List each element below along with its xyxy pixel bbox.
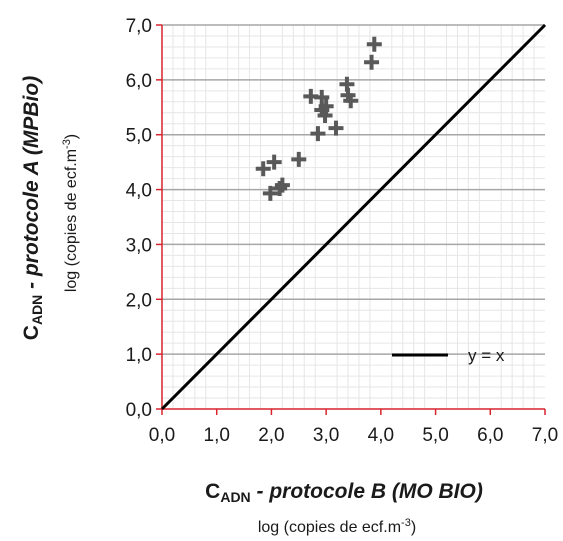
data-point xyxy=(274,177,290,193)
data-point xyxy=(343,93,359,109)
y-tick-label: 1,0 xyxy=(126,345,152,366)
y-axis-title: CADN - protocole A (MPBio) xyxy=(20,76,45,340)
x-tick-label: 0,0 xyxy=(149,425,175,446)
x-tick-label: 3,0 xyxy=(313,425,339,446)
y-tick-label: 6,0 xyxy=(126,71,152,92)
x-tick-label: 2,0 xyxy=(258,425,284,446)
identity-line-path xyxy=(160,23,547,411)
y-tick-label: 3,0 xyxy=(126,235,152,256)
legend-label: y = x xyxy=(468,346,505,365)
data-point xyxy=(262,185,278,201)
data-point xyxy=(318,98,334,114)
data-point xyxy=(291,151,307,167)
data-point xyxy=(310,126,326,142)
x-tick-label: 4,0 xyxy=(368,425,394,446)
x-axis-unit: log (copies de ecf.m-3) xyxy=(258,517,416,536)
data-point xyxy=(328,120,344,136)
x-tick-label: 7,0 xyxy=(532,425,558,446)
major-grid xyxy=(162,24,545,355)
legend: y = x xyxy=(392,346,505,365)
y-tick-label: 5,0 xyxy=(126,126,152,147)
x-tick-labels: 0,0 1,0 2,0 3,0 4,0 5,0 6,0 7,0 xyxy=(149,425,558,446)
x-tick-label: 6,0 xyxy=(477,425,503,446)
x-tick-label: 5,0 xyxy=(422,425,448,446)
y-tick-label: 2,0 xyxy=(126,290,152,311)
data-point xyxy=(366,36,382,52)
y-tick-labels: 0,0 1,0 2,0 3,0 4,0 5,0 6,0 7,0 xyxy=(126,16,152,421)
x-tick-label: 1,0 xyxy=(204,425,230,446)
data-point xyxy=(314,89,330,105)
minor-grid xyxy=(162,25,545,409)
data-point xyxy=(266,154,282,170)
y-tick-label: 7,0 xyxy=(126,16,152,37)
y-tick-label: 0,0 xyxy=(126,400,152,421)
identity-line xyxy=(160,23,547,411)
y-axis-unit: log (copies de ecf.m-3) xyxy=(61,134,80,292)
data-point xyxy=(364,54,380,70)
axes xyxy=(156,24,546,415)
y-tick-label: 4,0 xyxy=(126,181,152,202)
x-axis-title: CADN - protocole B (MO BIO) xyxy=(205,480,483,505)
data-points xyxy=(255,36,382,201)
data-point xyxy=(255,161,271,177)
